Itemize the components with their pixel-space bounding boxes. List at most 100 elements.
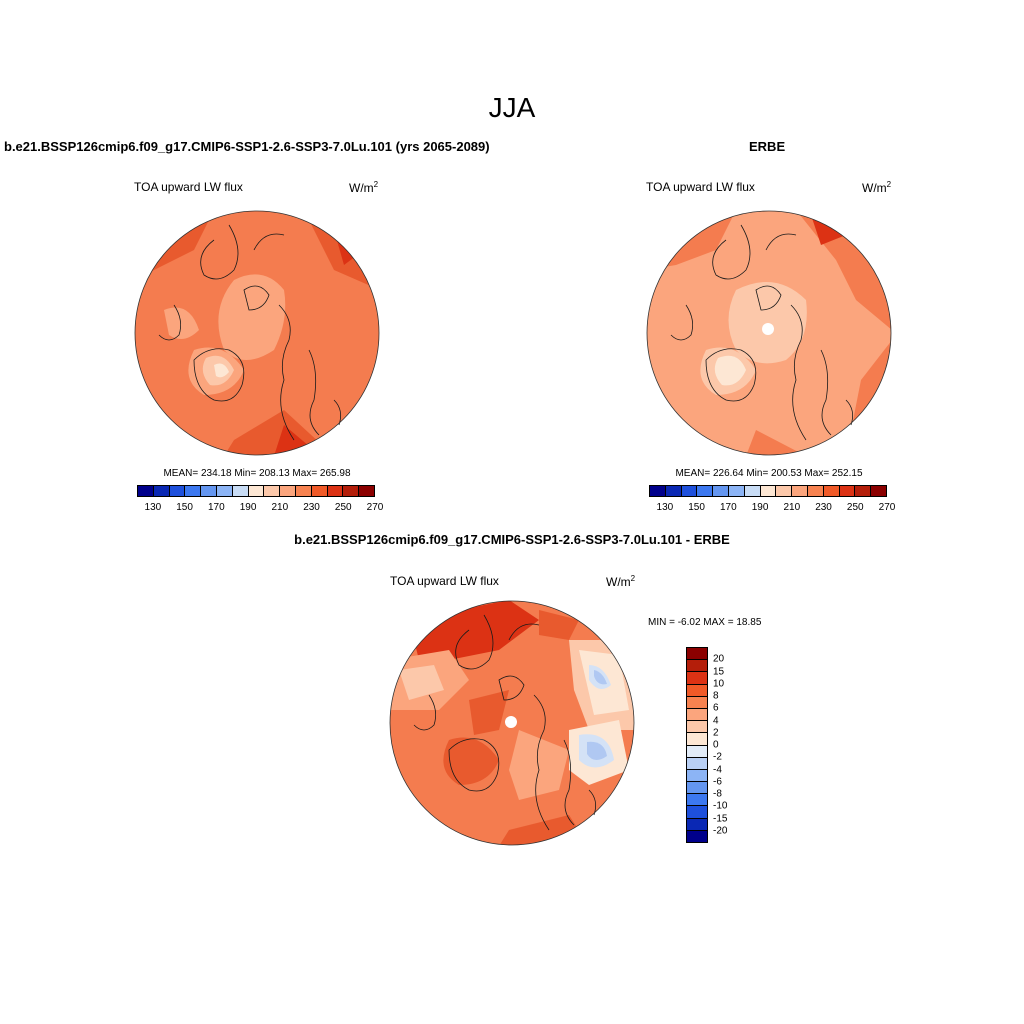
colorbar-swatch (665, 486, 682, 496)
figure-title: JJA (488, 92, 536, 123)
panel3-case-title: b.e21.BSSP126cmip6.f09_g17.CMIP6-SSP1-2.… (294, 532, 730, 547)
panel1-polar-map (134, 210, 380, 456)
map-fill-pale (714, 355, 746, 386)
colorbar-tick-label: 15 (713, 666, 725, 677)
panel1-stats: MEAN= 234.18 Min= 208.13 Max= 265.98 (163, 468, 351, 479)
colorbar-swatch (185, 486, 202, 496)
colorbar-tick-label: 150 (176, 502, 193, 513)
colorbar-tick-label: -2 (713, 751, 722, 763)
coastlines (413, 614, 597, 831)
colorbar-swatch (823, 486, 840, 496)
colorbar-tick-label: 210 (783, 502, 801, 513)
panel2-case-title: ERBE (749, 139, 786, 154)
missing-data-pole (505, 716, 517, 728)
missing-data-pole (762, 323, 774, 335)
colorbar-swatch (792, 486, 808, 496)
colorbar-tick-label: -4 (713, 764, 722, 775)
map-fill-lighter (728, 282, 807, 364)
colorbar-tick-label: 2 (713, 727, 719, 739)
colorbar-swatch (232, 486, 249, 496)
panel3-colorbar-ticks: 20 15 10 8 6 4 2 0 -2 -4 -6 -8 -10 -15 -20 (713, 647, 753, 843)
colorbar-tick-label: 20 (713, 653, 725, 665)
colorbar-swatch (697, 486, 714, 496)
colorbar-tick-label: -6 (713, 776, 722, 788)
colorbar-swatch (687, 696, 707, 709)
colorbar-swatch (169, 486, 186, 496)
colorbar-swatch (687, 769, 707, 783)
colorbar-swatch (327, 486, 344, 496)
colorbar-swatch (311, 486, 328, 496)
colorbar-swatch (280, 486, 296, 496)
colorbar-swatch (264, 486, 281, 496)
colorbar-tick-label: 250 (334, 502, 352, 513)
colorbar-swatch (687, 708, 707, 722)
colorbar-swatch (687, 830, 707, 842)
panel2-variable-label: TOA upward LW flux (646, 180, 755, 194)
colorbar-swatch (138, 486, 154, 496)
map-fill-dark (469, 690, 509, 735)
panel1-case-title: b.e21.BSSP126cmip6.f09_g17.CMIP6-SSP1-2.… (4, 139, 490, 154)
colorbar-tick-label: 270 (878, 502, 896, 513)
colorbar-swatch (359, 486, 374, 496)
coastlines (158, 224, 342, 441)
map-fill-light (509, 730, 569, 800)
colorbar-tick-label: -8 (713, 788, 722, 800)
colorbar-swatch (687, 782, 707, 795)
map-outline (646, 210, 892, 456)
map-fill-blue (587, 741, 607, 761)
map-outline (134, 210, 380, 456)
colorbar-swatch (687, 721, 707, 734)
map-fill-base (746, 430, 806, 455)
map-fill-pale (214, 363, 229, 378)
colorbar-swatch (687, 733, 707, 746)
panel3-units: W/m2 (606, 574, 636, 589)
colorbar-tick-label: -20 (713, 825, 728, 837)
colorbar-swatch (871, 486, 886, 496)
panel1-colorbar-ticks: 130 150 170 190 210 230 250 270 (137, 502, 384, 514)
map-fill-darker (811, 215, 846, 245)
map-fill-light (164, 307, 199, 339)
map-fill-blue (594, 670, 607, 685)
colorbar-swatch (760, 486, 777, 496)
map-fill-lighter (399, 665, 444, 700)
colorbar-swatch (776, 486, 793, 496)
colorbar-swatch (153, 486, 170, 496)
colorbar-tick-label: 0 (713, 739, 719, 751)
colorbar-swatch (248, 486, 265, 496)
panel3-stats: MIN = -6.02 MAX = 18.85 (648, 617, 762, 628)
colorbar-swatch (687, 660, 707, 673)
colorbar-swatch (713, 486, 729, 496)
map-fill-dark (443, 737, 499, 785)
map-fill-dark (539, 610, 579, 640)
colorbar-tick-label: 210 (271, 502, 289, 513)
panel2-units: W/m2 (862, 180, 892, 195)
panel2-colorbar-ticks: 130 150 170 190 210 230 250 270 (649, 502, 896, 514)
colorbar-swatch (687, 648, 707, 661)
colorbar-tick-label: 170 (207, 502, 225, 513)
colorbar-tick-label: 130 (144, 502, 162, 513)
panel1-units: W/m2 (349, 180, 379, 195)
colorbar-tick-label: 270 (366, 502, 384, 513)
colorbar-swatch (650, 486, 666, 496)
colorbar-tick-label: 150 (688, 502, 705, 513)
colorbar-swatch (295, 486, 312, 496)
colorbar-tick-label: -15 (713, 813, 728, 824)
colorbar-swatch (687, 745, 707, 758)
colorbar-tick-label: 6 (713, 702, 719, 714)
panel2-polar-map (646, 210, 892, 456)
colorbar-swatch (201, 486, 217, 496)
colorbar-swatch (343, 486, 360, 496)
panel1-variable-label: TOA upward LW flux (134, 180, 243, 194)
colorbar-tick-label: 8 (713, 690, 719, 702)
colorbar-tick-label: 230 (303, 502, 320, 513)
panel3-variable-label: TOA upward LW flux (390, 574, 499, 588)
panel3-polar-map (389, 600, 635, 846)
colorbar-tick-label: 10 (713, 678, 725, 690)
colorbar-swatch (744, 486, 761, 496)
colorbar-tick-label: 190 (751, 502, 769, 513)
coastlines (670, 224, 854, 441)
colorbar-swatch (687, 684, 707, 697)
colorbar-swatch (687, 672, 707, 685)
colorbar-tick-label: 4 (713, 715, 719, 726)
colorbar-swatch (807, 486, 824, 496)
